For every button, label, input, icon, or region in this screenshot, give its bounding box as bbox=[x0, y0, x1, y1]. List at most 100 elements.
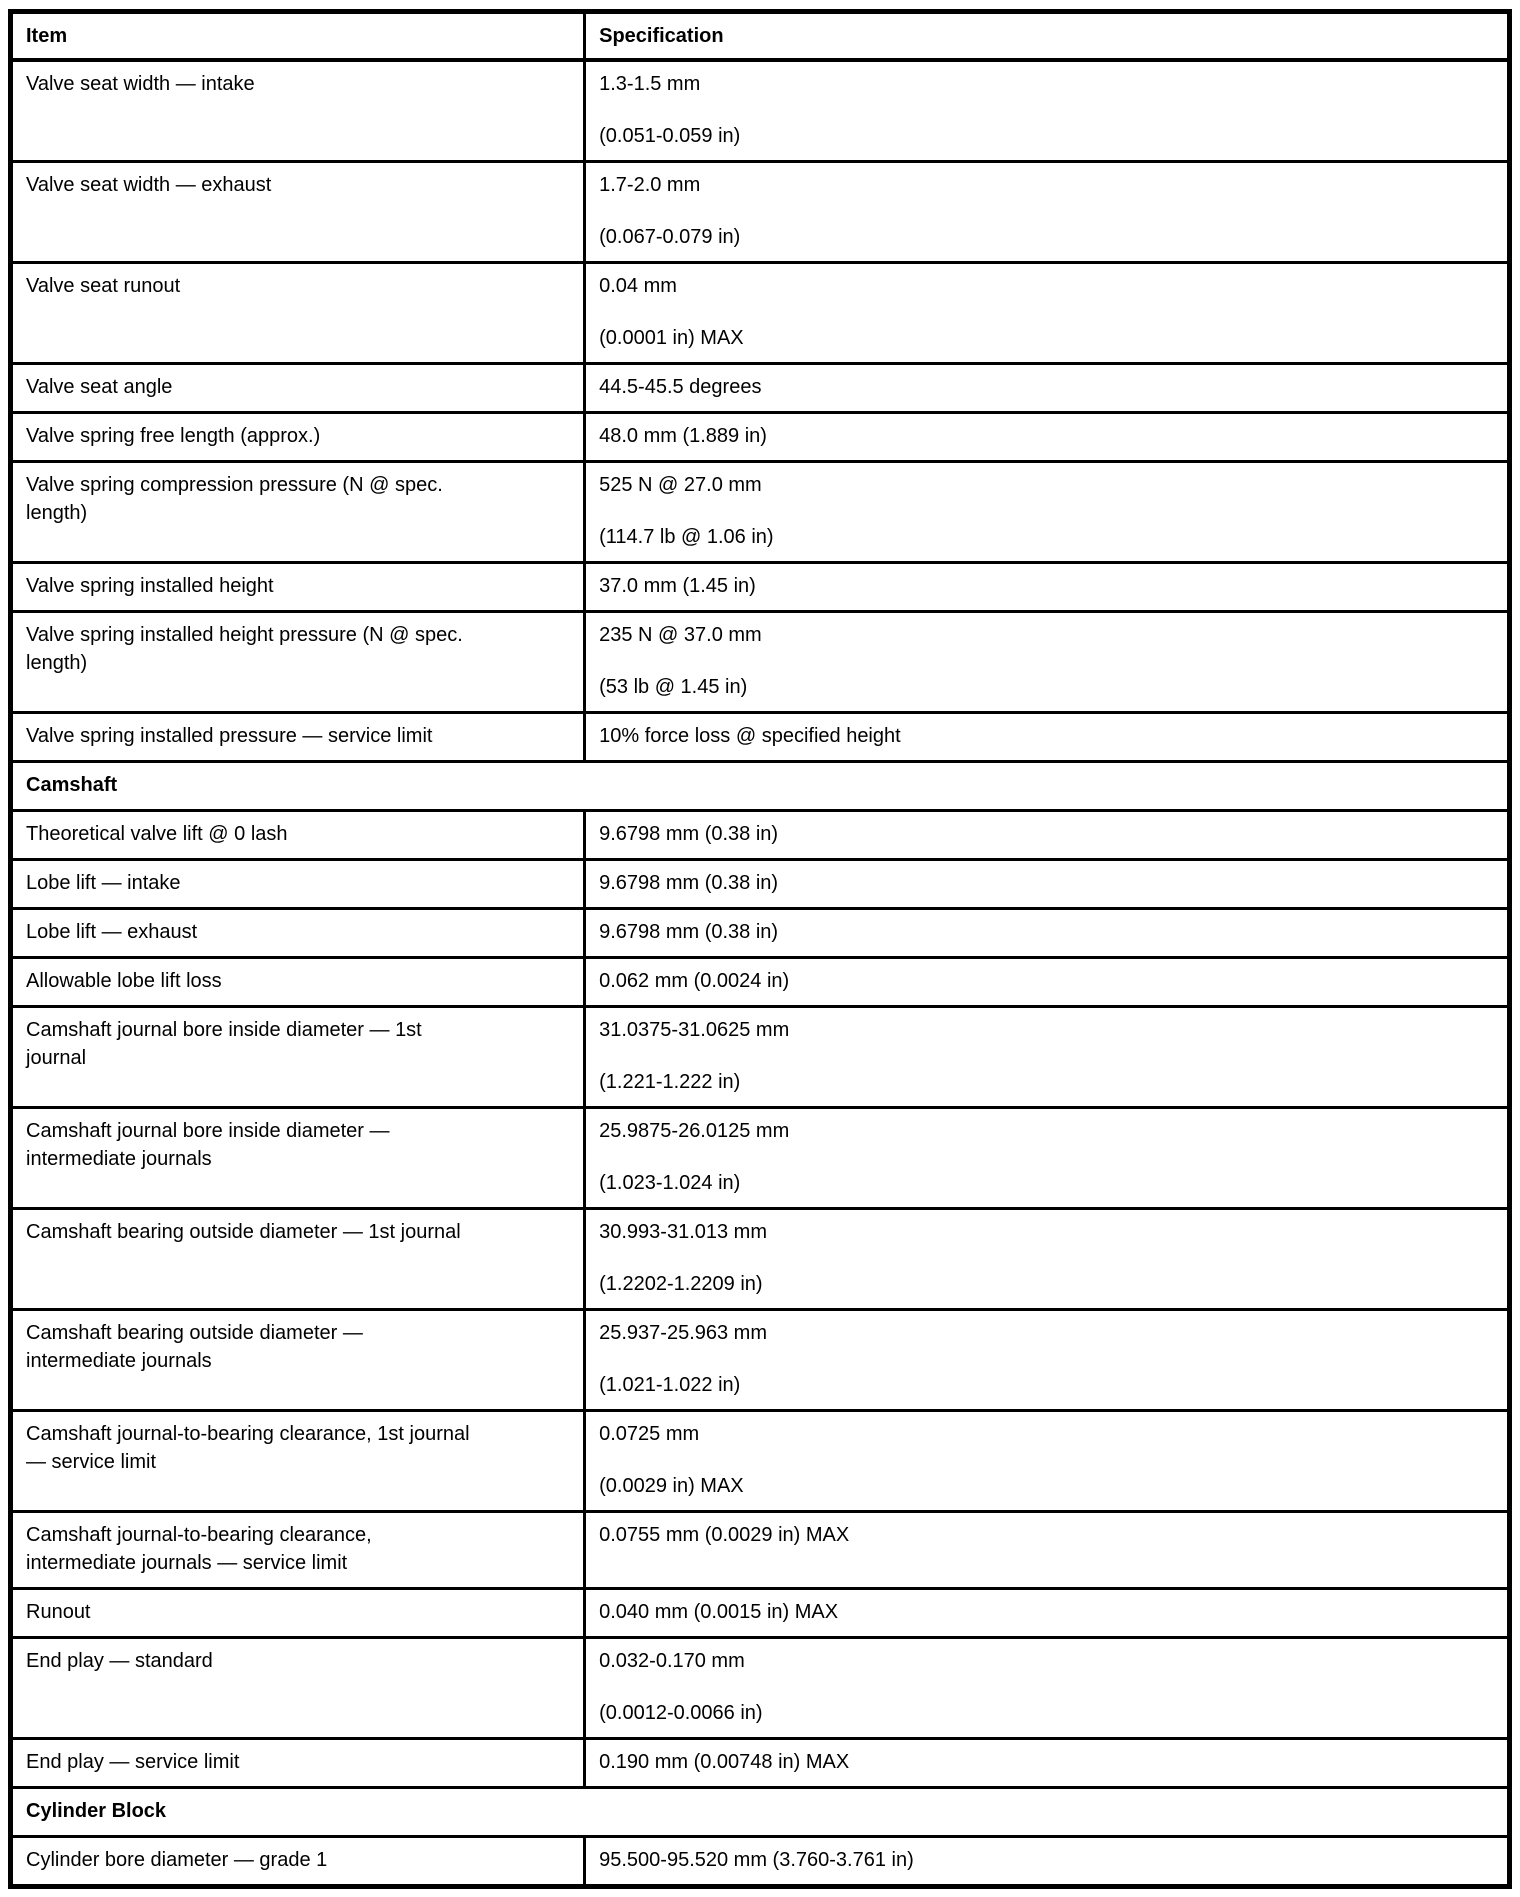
spec-cell: 525 N @ 27.0 mm (114.7 lb @ 1.06 in) bbox=[583, 460, 1511, 564]
item-line: Camshaft journal-to-bearing clearance, bbox=[26, 1524, 372, 1546]
spec-cell: 235 N @ 37.0 mm (53 lb @ 1.45 in) bbox=[583, 610, 1511, 714]
table-row: Valve spring compression pressure (N @ s… bbox=[8, 460, 1511, 564]
spec-cell: 44.5-45.5 degrees bbox=[583, 362, 1511, 414]
specifications-table: Item Specification Valve seat width — in… bbox=[8, 9, 1512, 1889]
table-row: Lobe lift — intake 9.6798 mm (0.38 in) bbox=[8, 858, 1511, 910]
spec-cell: 37.0 mm (1.45 in) bbox=[583, 561, 1511, 613]
item-line: Valve spring installed pressure — servic… bbox=[26, 725, 433, 747]
table-row: Valve spring installed height 37.0 mm (1.… bbox=[8, 561, 1511, 613]
spec-line: 10% force loss @ specified height bbox=[599, 725, 901, 747]
spec-line: (0.051-0.059 in) bbox=[599, 125, 741, 147]
item-cell: End play — standard bbox=[8, 1636, 587, 1740]
spec-cell: 0.0755 mm (0.0029 in) MAX bbox=[583, 1510, 1511, 1590]
item-line: Valve spring installed height pressure (… bbox=[26, 624, 463, 646]
item-line: journal bbox=[26, 1047, 87, 1069]
table-row: End play — service limit 0.190 mm (0.0074… bbox=[8, 1737, 1511, 1789]
table-row: Camshaft journal-to-bearing clearance, in… bbox=[8, 1510, 1511, 1590]
table-row: Valve spring installed height pressure (… bbox=[8, 610, 1511, 714]
table-row: Camshaft bearing outside diameter — 1st … bbox=[8, 1207, 1511, 1311]
item-line: Cylinder bore diameter — grade 1 bbox=[26, 1849, 328, 1871]
table-row: Cylinder bore diameter — grade 1 95.500-9… bbox=[8, 1835, 1511, 1888]
table-row: Lobe lift — exhaust 9.6798 mm (0.38 in) bbox=[8, 907, 1511, 959]
spec-cell: 0.040 mm (0.0015 in) MAX bbox=[583, 1587, 1511, 1639]
spec-line: 235 N @ 37.0 mm bbox=[599, 624, 762, 646]
item-cell: Camshaft journal-to-bearing clearance, in… bbox=[8, 1510, 587, 1590]
spec-line: 48.0 mm (1.889 in) bbox=[599, 425, 767, 447]
item-line: Valve seat width — intake bbox=[26, 73, 255, 95]
table-row: Camshaft journal bore inside diameter — i… bbox=[8, 1106, 1511, 1210]
spec-cell: 0.062 mm (0.0024 in) bbox=[583, 956, 1511, 1008]
spec-line: 37.0 mm (1.45 in) bbox=[599, 575, 756, 597]
spec-cell: 25.9875-26.0125 mm (1.023-1.024 in) bbox=[583, 1106, 1511, 1210]
item-cell: Valve spring free length (approx.) bbox=[8, 411, 587, 463]
item-line: Allowable lobe lift loss bbox=[26, 970, 222, 992]
table-row: Allowable lobe lift loss 0.062 mm (0.0024… bbox=[8, 956, 1511, 1008]
spec-line: 25.9875-26.0125 mm bbox=[599, 1120, 790, 1142]
spec-line: 31.0375-31.0625 mm bbox=[599, 1019, 790, 1041]
spec-cell: 9.6798 mm (0.38 in) bbox=[583, 858, 1511, 910]
spec-line: (1.2202-1.2209 in) bbox=[599, 1273, 763, 1295]
table-body: Valve seat width — intake 1.3-1.5 mm (0.05… bbox=[8, 58, 1511, 1888]
item-cell: Camshaft journal-to-bearing clearance, 1… bbox=[8, 1409, 587, 1513]
item-cell: Lobe lift — exhaust bbox=[8, 907, 587, 959]
spec-line: 95.500-95.520 mm (3.760-3.761 in) bbox=[599, 1849, 914, 1871]
item-line: Valve seat width — exhaust bbox=[26, 174, 272, 196]
spec-line: (53 lb @ 1.45 in) bbox=[599, 676, 748, 698]
spec-line: 0.0725 mm bbox=[599, 1423, 700, 1445]
spec-line: 9.6798 mm (0.38 in) bbox=[599, 921, 779, 943]
spec-line: 0.04 mm bbox=[599, 275, 677, 297]
table-row: Runout 0.040 mm (0.0015 in) MAX bbox=[8, 1587, 1511, 1639]
item-cell: Valve spring installed height bbox=[8, 561, 587, 613]
section-label: Cylinder Block bbox=[9, 1786, 1511, 1838]
table-row: Camshaft journal bore inside diameter — … bbox=[8, 1005, 1511, 1109]
item-column-header: Item bbox=[8, 10, 587, 62]
item-line: Valve spring free length (approx.) bbox=[26, 425, 321, 447]
table-row: Camshaft bearing outside diameter — inter… bbox=[8, 1308, 1511, 1412]
item-line: Runout bbox=[26, 1601, 91, 1623]
item-cell: Valve spring compression pressure (N @ s… bbox=[8, 460, 587, 564]
item-cell: Camshaft journal bore inside diameter — i… bbox=[8, 1106, 587, 1210]
item-cell: Theoretical valve lift @ 0 lash bbox=[8, 809, 587, 861]
item-line: Camshaft journal bore inside diameter — bbox=[26, 1120, 390, 1142]
item-cell: Camshaft bearing outside diameter — 1st … bbox=[8, 1207, 587, 1311]
table-row: Valve seat width — exhaust 1.7-2.0 mm (0.0… bbox=[8, 160, 1511, 264]
spec-cell: 9.6798 mm (0.38 in) bbox=[583, 907, 1511, 959]
table-row: Valve seat angle 44.5-45.5 degrees bbox=[8, 362, 1511, 414]
spec-line: (0.0012-0.0066 in) bbox=[599, 1702, 763, 1724]
specification-column-header: Specification bbox=[583, 10, 1511, 62]
spec-line: 44.5-45.5 degrees bbox=[599, 376, 762, 398]
item-line: Lobe lift — exhaust bbox=[26, 921, 198, 943]
item-line: length) bbox=[26, 502, 88, 524]
spec-line: (0.0029 in) MAX bbox=[599, 1475, 744, 1497]
spec-line: 9.6798 mm (0.38 in) bbox=[599, 872, 779, 894]
table-row: Valve spring free length (approx.) 48.0 m… bbox=[8, 411, 1511, 463]
item-cell: Valve seat angle bbox=[8, 362, 587, 414]
spec-cell: 0.032-0.170 mm (0.0012-0.0066 in) bbox=[583, 1636, 1511, 1740]
item-cell: Valve spring installed pressure — servic… bbox=[8, 711, 587, 763]
item-line: Valve seat angle bbox=[26, 376, 173, 398]
item-cell: Camshaft bearing outside diameter — inter… bbox=[8, 1308, 587, 1412]
item-line: intermediate journals bbox=[26, 1148, 212, 1170]
item-line: Valve spring installed height bbox=[26, 575, 274, 597]
spec-cell: 31.0375-31.0625 mm (1.221-1.222 in) bbox=[583, 1005, 1511, 1109]
spec-cell: 10% force loss @ specified height bbox=[583, 711, 1511, 763]
item-line: Valve seat runout bbox=[26, 275, 181, 297]
item-line: End play — standard bbox=[26, 1650, 213, 1672]
item-cell: Allowable lobe lift loss bbox=[8, 956, 587, 1008]
item-line: Lobe lift — intake bbox=[26, 872, 181, 894]
spec-line: 0.190 mm (0.00748 in) MAX bbox=[599, 1751, 850, 1773]
spec-cell: 30.993-31.013 mm (1.2202-1.2209 in) bbox=[583, 1207, 1511, 1311]
spec-cell: 95.500-95.520 mm (3.760-3.761 in) bbox=[583, 1835, 1511, 1888]
spec-line: 0.062 mm (0.0024 in) bbox=[599, 970, 790, 992]
item-cell: Valve seat width — exhaust bbox=[8, 160, 587, 264]
item-line: Theoretical valve lift @ 0 lash bbox=[26, 823, 288, 845]
spec-line: (0.067-0.079 in) bbox=[599, 226, 741, 248]
spec-line: 9.6798 mm (0.38 in) bbox=[599, 823, 779, 845]
spec-line: 1.3-1.5 mm bbox=[599, 73, 701, 95]
spec-line: (0.0001 in) MAX bbox=[599, 327, 744, 349]
item-line: intermediate journals — service limit bbox=[26, 1552, 348, 1574]
spec-cell: 1.3-1.5 mm (0.051-0.059 in) bbox=[583, 58, 1511, 163]
spec-line: (114.7 lb @ 1.06 in) bbox=[599, 526, 774, 548]
spec-cell: 25.937-25.963 mm (1.021-1.022 in) bbox=[583, 1308, 1511, 1412]
